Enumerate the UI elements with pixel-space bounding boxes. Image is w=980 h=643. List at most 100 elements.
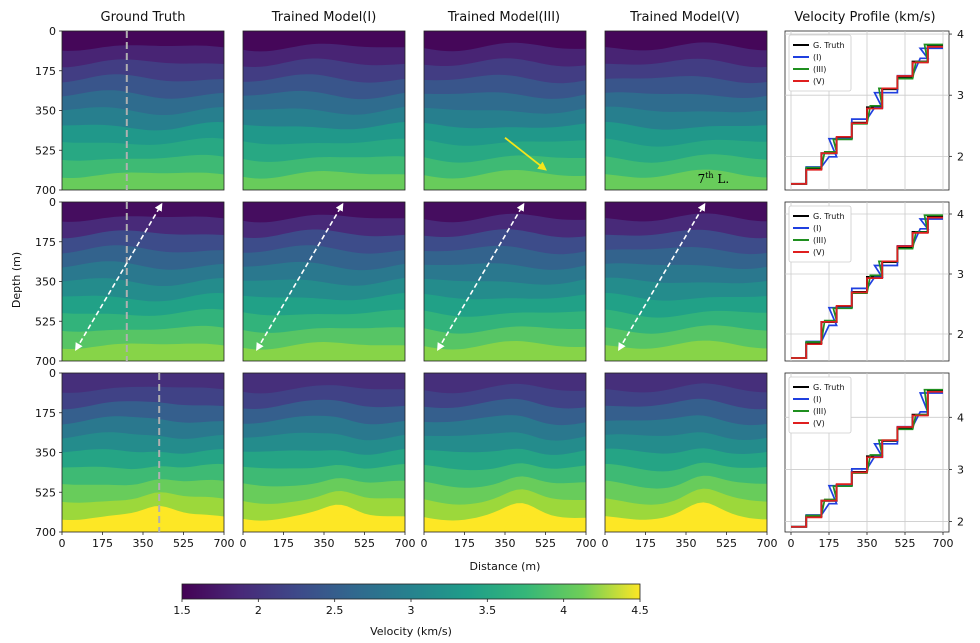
layer-annotation: 7th L.: [698, 171, 730, 186]
y-tick-label: 0: [49, 367, 56, 380]
profile-series-4: [791, 46, 943, 185]
anomaly-arrow: [504, 137, 547, 171]
layer-10: [605, 169, 767, 190]
heatmap-panel-r2-c1: 0 175 350 525 700: [35, 196, 225, 368]
colorbar-tick-label: 2: [255, 604, 262, 617]
legend-label: (III): [813, 65, 826, 74]
annotation-overlays: 7th L.: [75, 31, 730, 532]
profile-x-tick-label: 525: [895, 537, 916, 550]
diagonal-section-arrow: [75, 202, 163, 352]
salt-dome: [503, 514, 539, 532]
legend-label: (III): [813, 236, 826, 245]
profile-x-tick-label: 0: [788, 537, 795, 550]
profile-series-4: [791, 390, 943, 528]
colorbar-tick-label: 4: [560, 604, 567, 617]
profile-y-tick-label: 3: [957, 268, 964, 281]
profile-y-tick-label: 3: [957, 89, 964, 102]
panel-frame: [423, 30, 587, 191]
y-tick-label: 700: [35, 184, 56, 197]
legend-label: (V): [813, 248, 825, 257]
y-tick-label: 175: [35, 407, 56, 420]
panel-frame: [242, 201, 406, 362]
column-title-1: Ground Truth: [101, 10, 186, 25]
profile-y-tick-label: 2: [957, 516, 964, 529]
legend-label: (V): [813, 419, 825, 428]
velocity-profile-r3: 2 3 4 0 175 350 525 700 G. Truth (I) (III) (V): [784, 372, 964, 550]
column-title-2: Trained Model(I): [271, 10, 377, 25]
x-axis-label: Distance (m): [470, 560, 541, 573]
y-tick-label: 350: [35, 105, 56, 118]
x-tick-label: 0: [421, 537, 428, 550]
profile-legend: G. Truth (I) (III) (V): [788, 205, 852, 263]
profile-y-tick-label: 2: [957, 150, 964, 163]
colorbar-tick-label: 1.5: [173, 604, 191, 617]
legend-label: (I): [813, 395, 822, 404]
x-tick-label: 0: [602, 537, 609, 550]
salt-dome: [141, 514, 177, 532]
colorbar-tick-label: 2.5: [326, 604, 344, 617]
profile-y-tick-label: 4: [957, 411, 964, 424]
column-title-4: Trained Model(V): [629, 10, 740, 25]
y-tick-label: 525: [35, 144, 56, 157]
x-tick-label: 350: [314, 537, 335, 550]
column-title-3: Trained Model(III): [447, 10, 560, 25]
x-tick-label: 525: [716, 537, 737, 550]
profile-x-tick-label: 700: [933, 537, 954, 550]
legend-label: G. Truth: [813, 383, 845, 392]
x-tick-label: 0: [240, 537, 247, 550]
layer-10: [605, 502, 767, 532]
salt-dome: [322, 514, 358, 532]
y-tick-label: 175: [35, 236, 56, 249]
heatmap-panel-r2-c2: [242, 201, 406, 362]
column-title-5: Velocity Profile (km/s): [794, 10, 935, 25]
heatmap-panel-r3-c4: 0 175 350 525 700: [602, 372, 778, 550]
panel-frame: [423, 201, 587, 362]
heatmap-panel-r1-c1: 0 175 350 525 700: [35, 25, 225, 197]
panel-frame: [242, 30, 406, 191]
profile-x-tick-label: 175: [819, 537, 840, 550]
x-tick-label: 0: [59, 537, 66, 550]
y-tick-label: 700: [35, 526, 56, 539]
heatmap-panel-r1-c2: [242, 30, 406, 191]
y-tick-label: 175: [35, 65, 56, 78]
diagonal-section-arrow: [618, 202, 706, 352]
profile-y-tick-label: 4: [957, 28, 964, 41]
y-tick-label: 525: [35, 486, 56, 499]
profile-x-tick-label: 350: [857, 537, 878, 550]
legend-label: (III): [813, 407, 826, 416]
legend-label: (I): [813, 53, 822, 62]
x-tick-label: 175: [635, 537, 656, 550]
profile-y-tick-label: 2: [957, 328, 964, 341]
x-tick-label: 175: [92, 537, 113, 550]
y-tick-label: 350: [35, 276, 56, 289]
x-tick-label: 525: [354, 537, 375, 550]
x-tick-label: 525: [535, 537, 556, 550]
x-tick-label: 350: [676, 537, 697, 550]
x-tick-label: 700: [757, 537, 778, 550]
x-tick-label: 350: [495, 537, 516, 550]
diagonal-section-arrow: [256, 202, 344, 352]
profile-y-tick-label: 4: [957, 208, 964, 221]
profile-legend: G. Truth (I) (III) (V): [788, 376, 852, 434]
heatmap-panels: 0175350525700017535052570001753505257000…: [35, 25, 778, 550]
legend-label: (V): [813, 77, 825, 86]
y-tick-label: 0: [49, 196, 56, 209]
x-tick-label: 700: [214, 537, 235, 550]
y-tick-label: 525: [35, 315, 56, 328]
profile-legend: G. Truth (I) (III) (V): [788, 34, 852, 92]
layer-10: [243, 342, 405, 361]
legend-label: G. Truth: [813, 41, 845, 50]
x-tick-label: 350: [133, 537, 154, 550]
x-tick-label: 175: [454, 537, 475, 550]
y-tick-label: 700: [35, 355, 56, 368]
layer-10: [62, 172, 224, 190]
colorbar-ticks: 1.5 2 2.5 3 3.5 4 4.5: [173, 599, 649, 617]
y-tick-label: 350: [35, 447, 56, 460]
heatmap-panel-r3-c2: 0 175 350 525 700: [240, 372, 416, 550]
layer-10: [62, 506, 224, 532]
colorbar: [181, 583, 641, 600]
legend-label: G. Truth: [813, 212, 845, 221]
velocity-profile-r1: 2 3 4 G. Truth (I) (III) (V): [784, 28, 964, 191]
